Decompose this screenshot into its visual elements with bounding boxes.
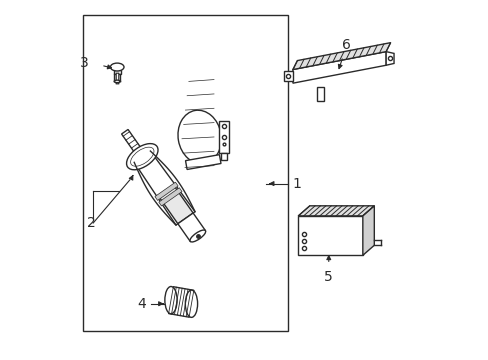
Polygon shape (292, 51, 386, 83)
Text: 4: 4 (137, 297, 145, 311)
Ellipse shape (114, 80, 120, 83)
Polygon shape (317, 87, 324, 101)
Text: 5: 5 (324, 270, 332, 284)
Ellipse shape (126, 144, 158, 170)
Text: 6: 6 (342, 37, 350, 51)
Polygon shape (292, 42, 390, 69)
Polygon shape (134, 151, 195, 225)
Polygon shape (185, 155, 221, 170)
Polygon shape (298, 216, 362, 255)
Polygon shape (158, 185, 193, 224)
Polygon shape (219, 121, 229, 153)
Polygon shape (159, 188, 182, 206)
Polygon shape (221, 153, 227, 160)
Ellipse shape (178, 110, 221, 164)
Text: 2: 2 (86, 216, 95, 230)
Ellipse shape (110, 63, 124, 71)
Text: 1: 1 (292, 177, 301, 190)
Ellipse shape (185, 290, 197, 318)
Ellipse shape (164, 287, 177, 314)
Ellipse shape (189, 230, 205, 242)
Polygon shape (386, 51, 393, 65)
Polygon shape (284, 71, 292, 81)
Polygon shape (298, 206, 373, 216)
Bar (83, 15, 287, 330)
Polygon shape (362, 206, 373, 255)
Polygon shape (178, 213, 205, 241)
Polygon shape (113, 70, 121, 74)
Text: 3: 3 (80, 56, 88, 70)
Polygon shape (155, 182, 178, 201)
Ellipse shape (130, 147, 154, 166)
Polygon shape (122, 130, 143, 156)
Polygon shape (168, 287, 193, 317)
